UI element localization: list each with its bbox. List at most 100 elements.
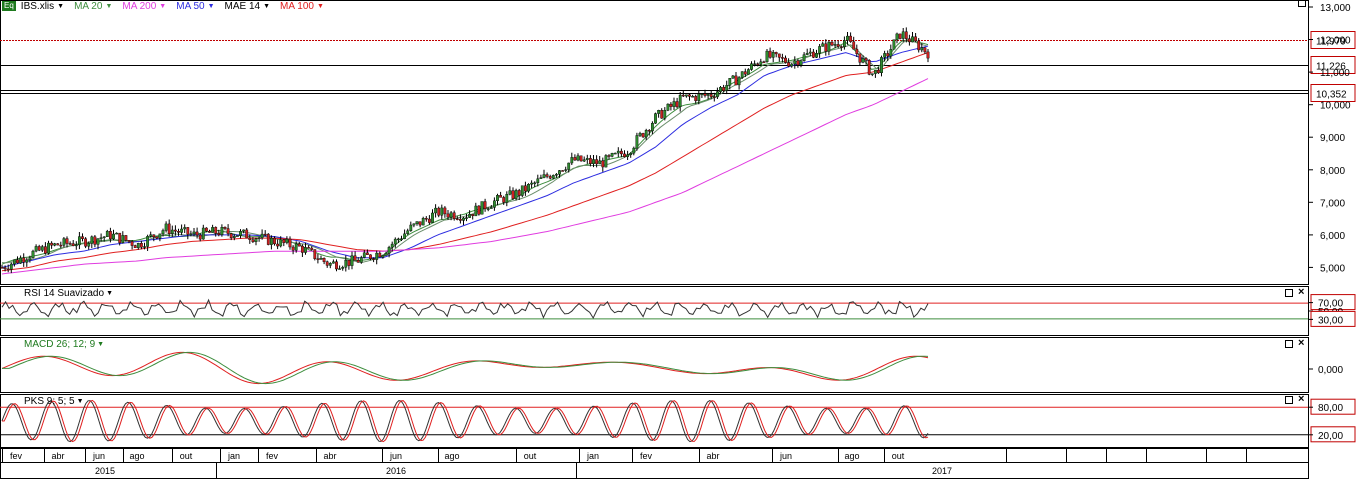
price-candle bbox=[474, 205, 478, 217]
price-candle bbox=[465, 217, 468, 219]
price-candle bbox=[127, 240, 131, 242]
price-candle bbox=[409, 224, 413, 232]
price-candle bbox=[201, 227, 205, 240]
dropdown-arrow-icon: ▼ bbox=[76, 398, 84, 405]
macd-maximize-button[interactable] bbox=[1285, 340, 1293, 348]
price-candle bbox=[737, 77, 741, 86]
rsi-maximize-button[interactable] bbox=[1285, 289, 1293, 297]
price-candle bbox=[768, 50, 772, 58]
price-candle bbox=[564, 169, 568, 171]
price-panel-frame bbox=[0, 0, 1309, 285]
price-candle bbox=[923, 47, 927, 53]
price-candle bbox=[304, 247, 307, 253]
price-candle bbox=[644, 129, 648, 138]
price-candle bbox=[152, 234, 156, 238]
price-candle bbox=[765, 50, 769, 62]
axis-tick-label: 70,00 bbox=[1318, 299, 1343, 310]
price-candle bbox=[678, 94, 682, 107]
price-candle bbox=[545, 174, 549, 177]
price-candle bbox=[183, 227, 187, 230]
price-candle bbox=[161, 230, 165, 235]
price-candle bbox=[877, 70, 880, 74]
price-candle bbox=[431, 212, 434, 223]
price-candle bbox=[517, 190, 521, 196]
rsi-close-icon[interactable]: × bbox=[1298, 286, 1305, 298]
price-candle bbox=[369, 254, 372, 259]
price-candle bbox=[589, 158, 592, 164]
indicator-ma200[interactable]: MA 200 ▼ bbox=[122, 1, 166, 12]
ticker-label: IBS.xlis bbox=[20, 0, 55, 12]
price-candle bbox=[839, 46, 843, 48]
price-candle bbox=[362, 252, 366, 258]
price-candle bbox=[96, 238, 100, 245]
price-candle bbox=[647, 129, 651, 132]
price-candle bbox=[654, 113, 657, 124]
indicator-ma100[interactable]: MA 100 ▼ bbox=[280, 1, 324, 12]
price-candle bbox=[158, 233, 162, 239]
price-candle bbox=[585, 158, 589, 160]
price-candle bbox=[307, 247, 310, 249]
price-candle bbox=[254, 238, 258, 242]
price-candle bbox=[291, 246, 295, 251]
price-candle bbox=[920, 47, 924, 51]
price-candle bbox=[669, 103, 673, 107]
pks-panel-label[interactable]: PKS 9; 5; 5 ▼ bbox=[24, 396, 84, 407]
axis-tick-label: 20,00 bbox=[1318, 431, 1343, 442]
price-candle bbox=[830, 41, 834, 46]
price-candle bbox=[415, 221, 419, 225]
pks-close-icon[interactable]: × bbox=[1298, 393, 1305, 405]
axis-tick-label: 0,000 bbox=[1318, 365, 1343, 376]
price-candle bbox=[186, 227, 190, 235]
price-candle bbox=[561, 170, 565, 172]
pks-maximize-button[interactable] bbox=[1285, 396, 1293, 404]
price-candle bbox=[697, 93, 701, 101]
price-candle bbox=[799, 60, 803, 66]
price-candle bbox=[397, 238, 400, 241]
indicator-mae14[interactable]: MAE 14 ▼ bbox=[225, 1, 271, 12]
macd-close-icon[interactable]: × bbox=[1298, 337, 1305, 349]
pks-k-line bbox=[1, 400, 929, 443]
price-candle bbox=[917, 40, 921, 51]
price-candle bbox=[728, 77, 732, 86]
rsi-panel-label[interactable]: RSI 14 Suavizado ▼ bbox=[24, 288, 113, 299]
indicator-ma20[interactable]: MA 20 ▼ bbox=[74, 1, 112, 12]
ma100-line bbox=[1, 52, 929, 272]
rsi-line bbox=[1, 298, 929, 320]
price-candle bbox=[77, 236, 81, 246]
price-candle bbox=[34, 246, 38, 252]
macd-panel-label[interactable]: MACD 26; 12; 9 ▼ bbox=[24, 339, 104, 350]
price-candle bbox=[499, 195, 502, 198]
price-candle bbox=[325, 261, 329, 266]
price-axis: 13,000 12,000 11,000 10,000 9,000 8,000 7,000 6… bbox=[1308, 3, 1351, 274]
price-candle bbox=[911, 36, 914, 43]
price-candle bbox=[524, 185, 527, 192]
price-candle bbox=[904, 31, 908, 39]
maximize-price-panel-button[interactable] bbox=[1298, 0, 1306, 7]
price-candle bbox=[350, 255, 354, 266]
level-label: 11,226 bbox=[1316, 62, 1346, 73]
price-candle bbox=[37, 246, 41, 251]
price-candle bbox=[867, 60, 871, 75]
price-candle bbox=[65, 238, 69, 244]
price-candle bbox=[663, 109, 667, 119]
price-candle bbox=[294, 243, 298, 251]
month-label: fev bbox=[10, 451, 23, 461]
indicator-ma50[interactable]: MA 50 ▼ bbox=[176, 1, 214, 12]
month-label: abr bbox=[706, 451, 719, 461]
price-candle bbox=[164, 223, 168, 231]
month-label: out bbox=[892, 451, 905, 461]
price-candle bbox=[808, 51, 812, 54]
price-candle bbox=[310, 247, 314, 250]
price-candle bbox=[641, 133, 645, 138]
price-candle bbox=[446, 213, 450, 218]
price-candle bbox=[239, 231, 242, 236]
price-candle bbox=[353, 255, 357, 261]
price-candle bbox=[691, 95, 695, 98]
price-candle bbox=[858, 53, 862, 63]
level-label: 11,979 bbox=[1316, 37, 1346, 48]
price-candle bbox=[601, 160, 605, 168]
ticker-selector[interactable]: Eq IBS.xlis ▼ bbox=[2, 1, 64, 12]
price-candle bbox=[502, 197, 506, 203]
